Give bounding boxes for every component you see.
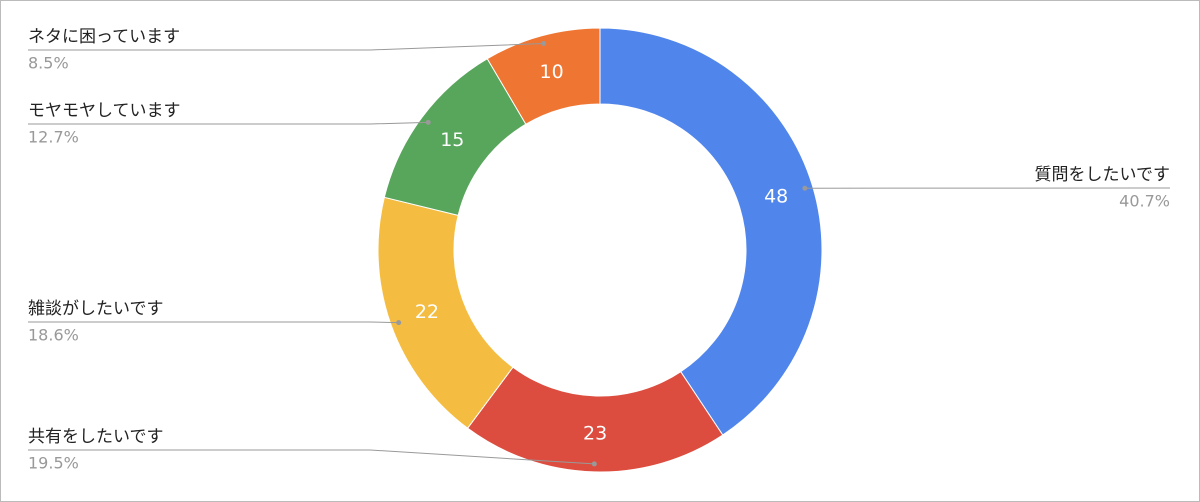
legend-label: モヤモヤしています bbox=[28, 101, 181, 121]
data-label: 15 bbox=[440, 129, 464, 151]
leader-dot bbox=[802, 185, 808, 191]
leader-dot bbox=[425, 119, 431, 125]
legend-label: 雑談がしたいです bbox=[28, 299, 164, 319]
legend-label: ネタに困っています bbox=[28, 27, 180, 47]
leader-line bbox=[28, 321, 399, 324]
percent-label: 19.5% bbox=[28, 454, 79, 473]
leader-dot bbox=[591, 461, 597, 467]
data-label: 10 bbox=[539, 61, 563, 83]
leader-line bbox=[28, 43, 544, 51]
leader-line bbox=[28, 449, 595, 465]
data-label: 48 bbox=[764, 185, 788, 207]
leader-dot bbox=[396, 320, 402, 326]
donut-slice bbox=[599, 27, 823, 436]
donut-slice bbox=[486, 27, 601, 125]
legend-label: 共有をしたいです bbox=[28, 427, 164, 447]
percent-label: 8.5% bbox=[28, 54, 69, 73]
percent-label: 40.7% bbox=[1119, 192, 1170, 211]
leader-line bbox=[28, 121, 429, 125]
data-label: 22 bbox=[415, 301, 439, 323]
percent-label: 18.6% bbox=[28, 326, 79, 345]
percent-label: 12.7% bbox=[28, 128, 79, 147]
leader-dot bbox=[541, 41, 547, 47]
legend-label: 質問をしたいです bbox=[1035, 165, 1171, 185]
data-label: 23 bbox=[583, 422, 607, 444]
